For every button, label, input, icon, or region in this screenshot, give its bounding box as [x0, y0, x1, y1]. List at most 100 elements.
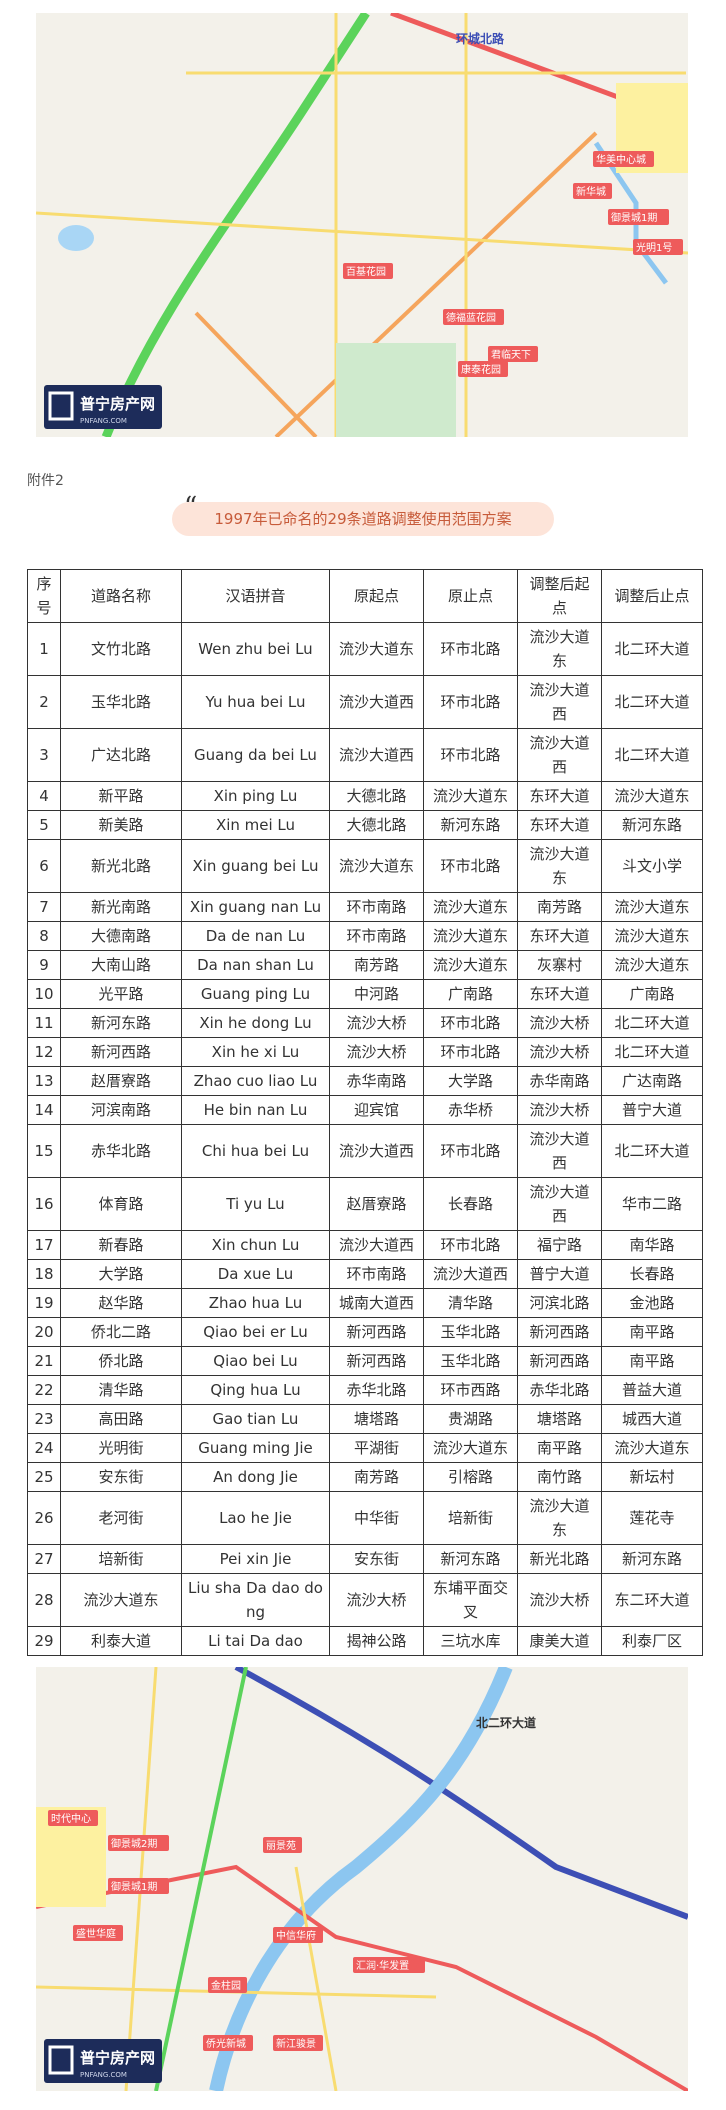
table-cell: 新河西路 — [517, 1317, 602, 1347]
table-cell: 斗文小学 — [601, 839, 703, 893]
table-cell: Xin he xi Lu — [181, 1037, 330, 1067]
table-cell: 北二环大道 — [601, 1037, 703, 1067]
table-cell: Zhao cuo liao Lu — [181, 1066, 330, 1096]
table-row: 7 新光南路 Xin guang nan Lu 环市南路 流沙大道东 南芳路 流沙大道东 — [27, 892, 703, 922]
table-cell: Xin ping Lu — [181, 781, 330, 811]
logo-text: 普宁房产网 — [80, 2049, 155, 2067]
table-cell: 9 — [27, 950, 61, 980]
table-cell: 流沙大道西 — [517, 728, 602, 782]
table-row: 3 广达北路 Guang da bei Lu 流沙大道西 环市北路 流沙大道西 北二环大道 — [27, 728, 703, 782]
table-row: 10 光平路 Guang ping Lu 中河路 广南路 东环大道 广南路 — [27, 979, 703, 1009]
table-cell: 普宁大道 — [517, 1259, 602, 1289]
road — [154, 1667, 248, 2091]
table-cell: 长春路 — [601, 1259, 703, 1289]
table-cell: 中华街 — [329, 1491, 424, 1545]
table-cell: 侨北二路 — [60, 1317, 182, 1347]
table-cell: 利泰厂区 — [601, 1626, 703, 1656]
table-cell: 流沙大道东 — [601, 1433, 703, 1463]
table-cell: 城南大道西 — [329, 1288, 424, 1318]
attachment-label: 附件2 — [27, 473, 64, 489]
table-row: 22 清华路 Qing hua Lu 赤华北路 环市西路 赤华北路 普益大道 — [27, 1375, 703, 1405]
table-cell: 新坛村 — [601, 1462, 703, 1492]
table-cell: 流沙大道西 — [329, 1124, 424, 1178]
table-cell: 培新街 — [423, 1491, 518, 1545]
table-cell: 普益大道 — [601, 1375, 703, 1405]
table-cell: 流沙大道东 — [423, 892, 518, 922]
table-cell: 新光北路 — [517, 1544, 602, 1574]
table-cell: 流沙大道西 — [329, 675, 424, 729]
map-label-bg — [458, 361, 508, 377]
table-cell: 28 — [27, 1573, 61, 1627]
table-cell: 东环大道 — [517, 810, 602, 840]
table-cell: 13 — [27, 1066, 61, 1096]
table-row: 8 大德南路 Da de nan Lu 环市南路 流沙大道东 东环大道 流沙大道东 — [27, 921, 703, 951]
table-cell: 流沙大道西 — [517, 1177, 602, 1231]
table-cell: 14 — [27, 1095, 61, 1125]
table-cell: Guang ping Lu — [181, 979, 330, 1009]
table-cell: 赤华桥 — [423, 1095, 518, 1125]
map-label: 环城北路 — [456, 31, 505, 46]
map-label: 中信华府 — [276, 1929, 316, 1942]
table-row: 27 培新街 Pei xin Jie 安东街 新河东路 新光北路 新河东路 — [27, 1544, 703, 1574]
table-row: 24 光明街 Guang ming Jie 平湖街 流沙大道东 南平路 流沙大道东 — [27, 1433, 703, 1463]
table-cell: 赵华路 — [60, 1288, 182, 1318]
table-cell: 流沙大道东 — [329, 839, 424, 893]
table-cell: 新河西路 — [329, 1317, 424, 1347]
table-cell: Guang da bei Lu — [181, 728, 330, 782]
table-cell: 流沙大桥 — [517, 1095, 602, 1125]
table-cell: 环市北路 — [423, 839, 518, 893]
table-cell: Xin mei Lu — [181, 810, 330, 840]
table-cell: 东环大道 — [517, 921, 602, 951]
table-row: 15 赤华北路 Chi hua bei Lu 流沙大道西 环市北路 流沙大道西 北二环大道 — [27, 1124, 703, 1178]
map-label-bg — [633, 239, 683, 255]
map-label-bg — [263, 1837, 302, 1853]
table-cell: 华市二路 — [601, 1177, 703, 1231]
table-row: 6 新光北路 Xin guang bei Lu 流沙大道东 环市北路 流沙大道东 斗文小学 — [27, 839, 703, 893]
table-row: 序号 道路名称 汉语拼音 原起点 原止点 调整后起点 调整后止点 — [27, 569, 703, 623]
table-cell: 南华路 — [601, 1230, 703, 1260]
table-cell: 新河东路 — [423, 810, 518, 840]
road — [36, 13, 688, 437]
table-cell: 大学路 — [423, 1066, 518, 1096]
table-cell: 新河东路 — [423, 1544, 518, 1574]
table-cell: 11 — [27, 1008, 61, 1038]
map-label-bg — [443, 309, 504, 325]
table-cell: 26 — [27, 1491, 61, 1545]
table-cell: 东二环大道 — [601, 1573, 703, 1627]
table-cell: 广南路 — [601, 979, 703, 1009]
map-label: 新江骏景 — [276, 2037, 316, 2050]
table-cell: 利泰大道 — [60, 1626, 182, 1656]
table-cell: 21 — [27, 1346, 61, 1376]
table-cell: 光平路 — [60, 979, 182, 1009]
map-label: 百基花园 — [346, 265, 386, 278]
table-cell: 环市北路 — [423, 1124, 518, 1178]
table-cell: 24 — [27, 1433, 61, 1463]
map-label: 丽景苑 — [266, 1839, 296, 1852]
table-cell: Guang ming Jie — [181, 1433, 330, 1463]
table-cell: 河滨南路 — [60, 1095, 182, 1125]
table-row: 9 大南山路 Da nan shan Lu 南芳路 流沙大道东 灰寨村 流沙大道东 — [27, 950, 703, 980]
table-cell: 新河东路 — [601, 1544, 703, 1574]
map-label-bg — [343, 263, 393, 279]
table-cell: An dong Jie — [181, 1462, 330, 1492]
table-cell: 金池路 — [601, 1288, 703, 1318]
table-cell: 流沙大道西 — [517, 1124, 602, 1178]
table-cell: 新光北路 — [60, 839, 182, 893]
table-cell: 流沙大道东 — [517, 622, 602, 676]
map-label: 光明1号 — [636, 241, 672, 254]
table-cell: 15 — [27, 1124, 61, 1178]
table-cell: 3 — [27, 728, 61, 782]
river — [209, 1667, 513, 2091]
table-cell: 环市北路 — [423, 675, 518, 729]
road — [194, 311, 318, 437]
table-cell: Li tai Da dao — [181, 1626, 330, 1656]
table-cell: 流沙大道东 — [329, 622, 424, 676]
table-cell: 赤华南路 — [329, 1066, 424, 1096]
table-cell: 10 — [27, 979, 61, 1009]
table-cell: 玉华北路 — [423, 1346, 518, 1376]
table-cell: Chi hua bei Lu — [181, 1124, 330, 1178]
table-row: 2 玉华北路 Yu hua bei Lu 流沙大道西 环市北路 流沙大道西 北二环大道 — [27, 675, 703, 729]
table-cell: 流沙大道东 — [423, 1433, 518, 1463]
table-cell: 清华路 — [423, 1288, 518, 1318]
table-cell: Da de nan Lu — [181, 921, 330, 951]
